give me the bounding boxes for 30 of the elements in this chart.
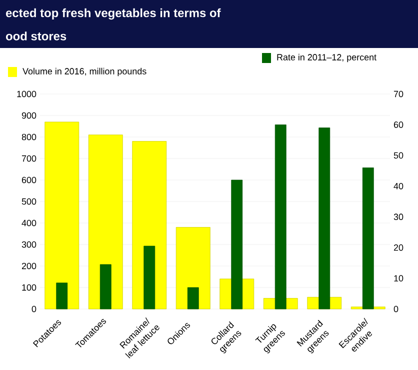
y-tick-label: 200 <box>22 262 36 270</box>
y2-tick-label: 0 <box>394 306 398 312</box>
chart-subtitle: ood stores <box>6 32 66 40</box>
y2-tick-label: 70 <box>394 90 404 98</box>
y-tick-label: 900 <box>22 112 36 119</box>
bar <box>56 282 68 310</box>
y-tick-label: 800 <box>22 134 36 140</box>
y2-tick-label: 30 <box>394 214 404 220</box>
bar <box>100 264 112 310</box>
y2-tick-label: 20 <box>394 244 404 251</box>
legend-label: Volume in 2016, million pounds <box>22 68 146 76</box>
bar <box>44 122 80 310</box>
bar <box>176 227 210 310</box>
y-tick-label: 600 <box>22 176 36 184</box>
legend-label: Rate in 2011–12, percent <box>277 54 376 62</box>
bar <box>144 246 156 310</box>
y-tick-label: 300 <box>22 241 36 248</box>
y-tick-label: 0 <box>32 306 36 312</box>
bar <box>88 134 123 310</box>
y-tick-label: 700 <box>22 155 36 162</box>
y-tick-label: 1000 <box>17 90 36 98</box>
bar <box>187 287 199 310</box>
y2-tick-label: 10 <box>394 275 404 282</box>
y-tick-label: 500 <box>22 198 36 205</box>
y2-tick-label: 50 <box>394 152 404 159</box>
y2-tick-label: 40 <box>394 182 404 190</box>
y-tick-label: 100 <box>22 284 36 291</box>
y2-tick-label: 60 <box>394 122 404 128</box>
y-tick-label: 400 <box>22 220 36 226</box>
chart-title: ected top fresh vegetables in terms of <box>6 8 221 20</box>
